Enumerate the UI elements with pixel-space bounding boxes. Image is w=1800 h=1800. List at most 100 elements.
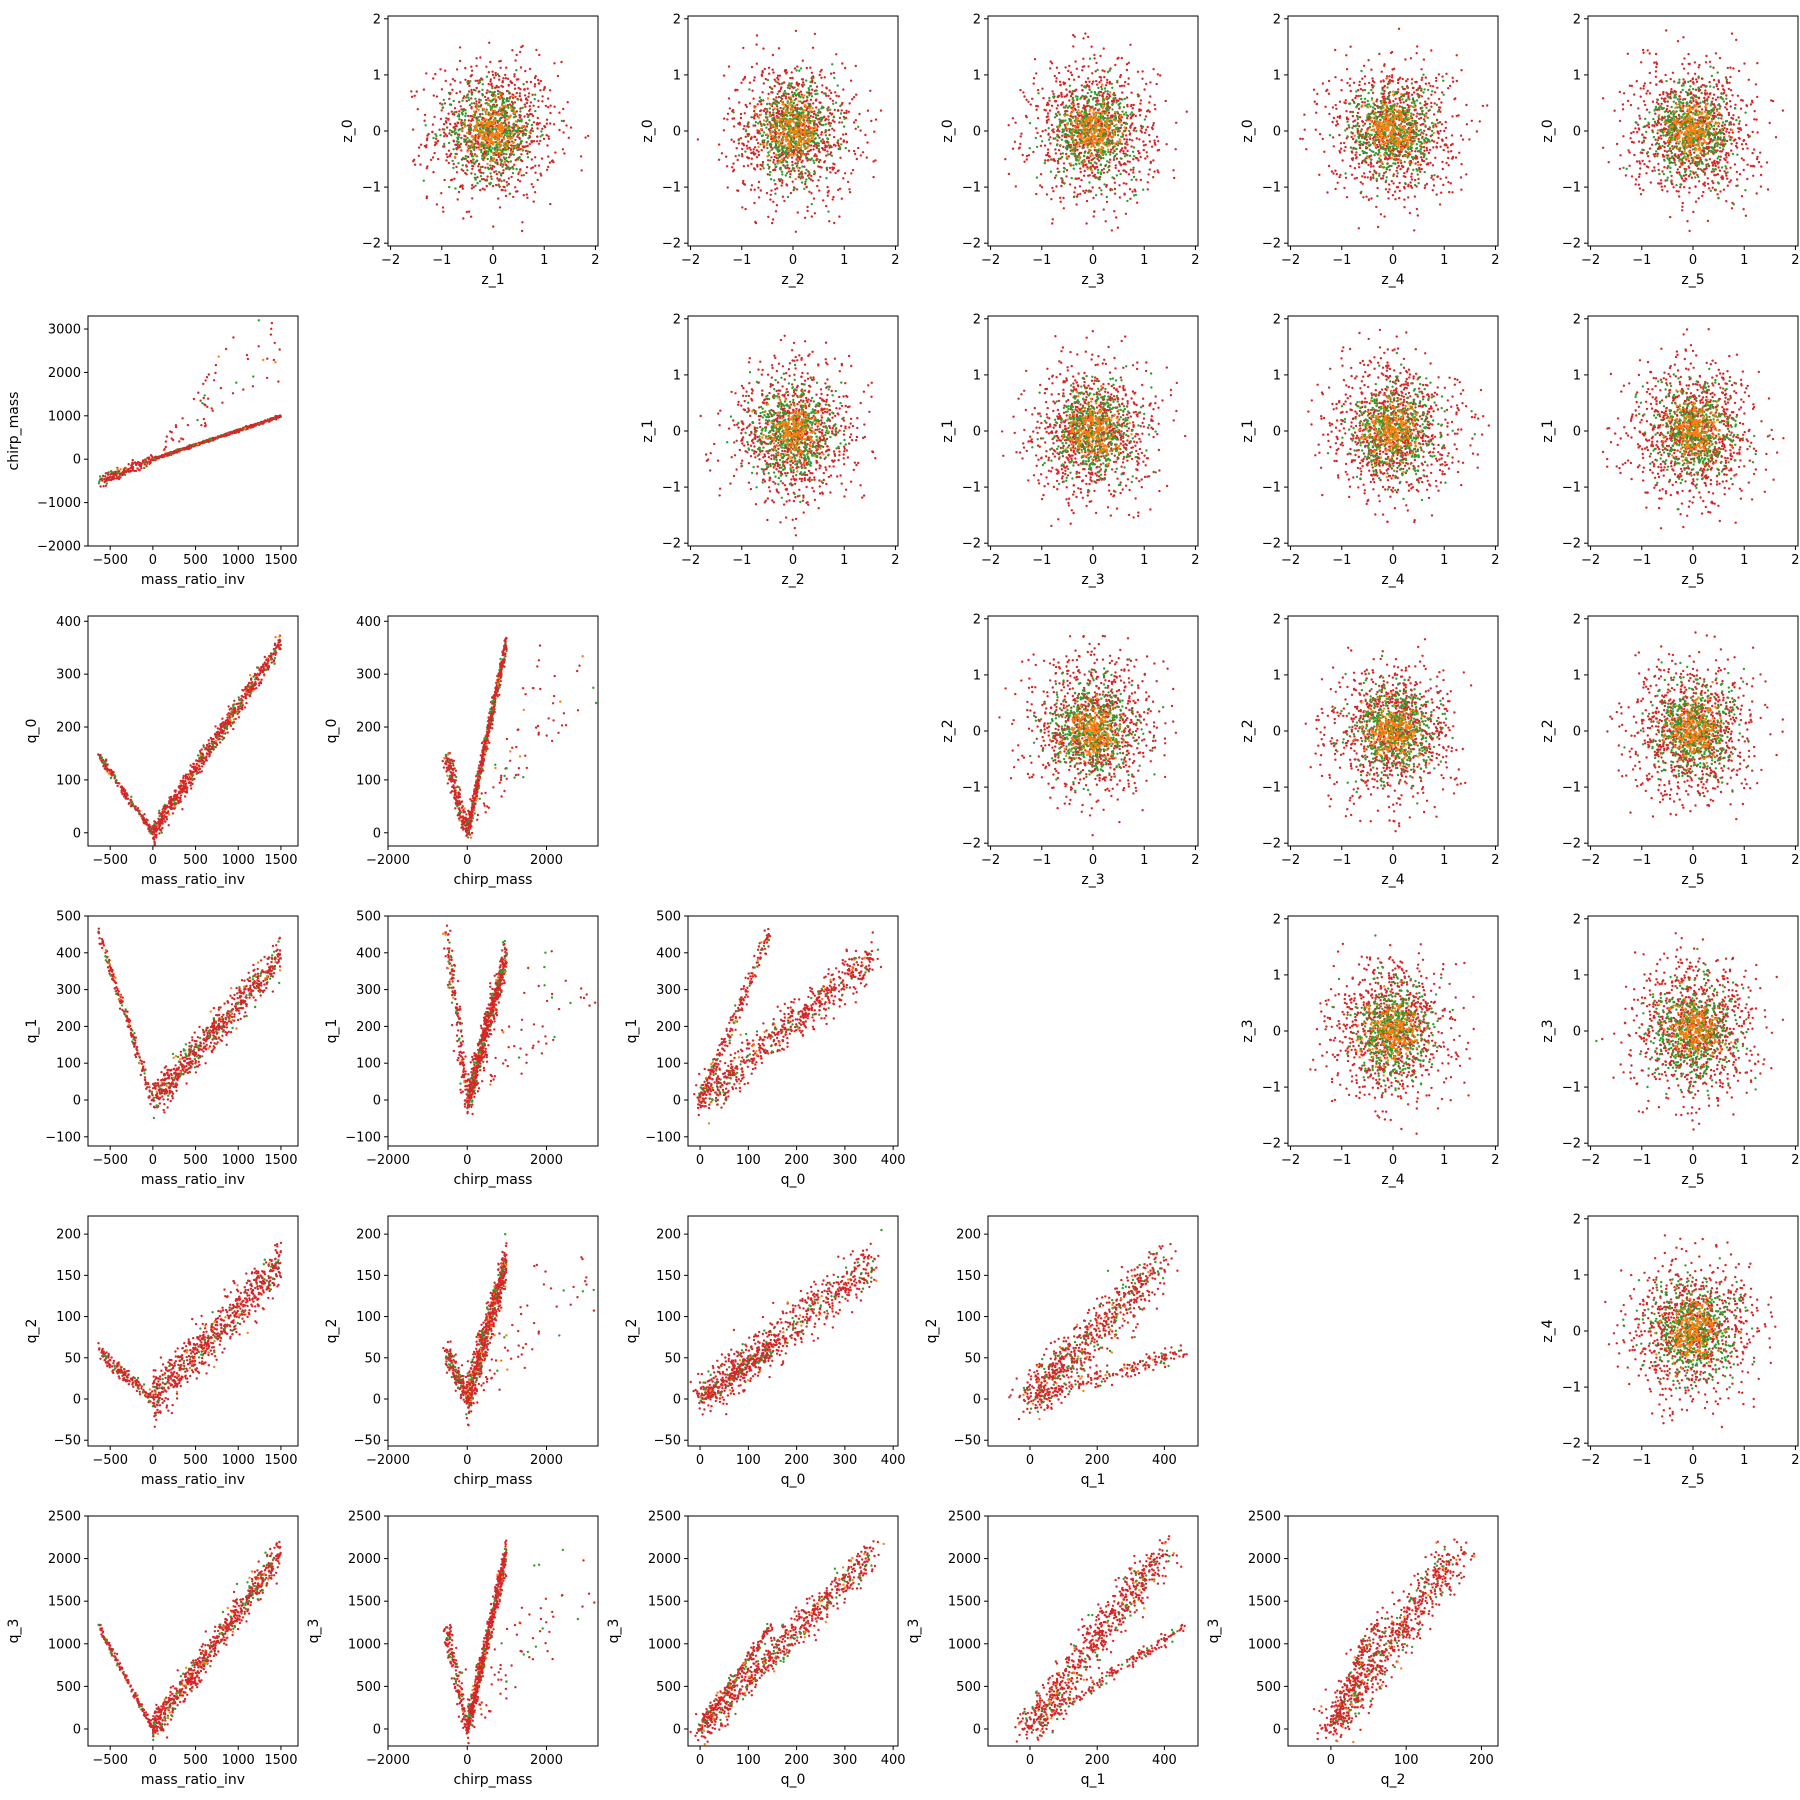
scatter-point	[1108, 97, 1110, 99]
scatter-point	[482, 188, 484, 190]
scatter-point	[1068, 105, 1070, 107]
scatter-point	[478, 109, 480, 111]
scatter-point	[781, 182, 783, 184]
scatter-point	[497, 114, 499, 116]
scatter-point	[752, 98, 754, 100]
scatter-point	[456, 143, 458, 145]
scatter-point	[447, 119, 449, 121]
scatter-point	[781, 83, 783, 85]
scatter-point	[478, 163, 480, 165]
scatter-point	[1047, 159, 1049, 161]
scatter-point	[1084, 110, 1086, 112]
scatter-point	[529, 113, 531, 115]
scatter-point	[832, 196, 834, 198]
scatter-point	[468, 85, 470, 87]
x-tick-label: −1	[732, 253, 751, 268]
scatter-point	[524, 106, 526, 108]
scatter-point	[489, 160, 491, 162]
scatter-point	[1113, 210, 1115, 212]
scatter-point	[494, 95, 496, 97]
scatter-point	[529, 143, 531, 145]
scatter-point	[445, 80, 447, 82]
scatter-point	[821, 124, 823, 126]
scatter-point	[858, 113, 860, 115]
scatter-point	[747, 157, 749, 159]
scatter-point	[789, 77, 791, 79]
scatter-point	[1348, 126, 1350, 128]
scatter-point	[460, 149, 462, 151]
scatter-point	[470, 129, 472, 131]
scatter-point	[496, 177, 498, 179]
scatter-point	[797, 143, 799, 145]
scatter-point	[432, 171, 434, 173]
panel-z_0-vs-z_4: −2 −1 0 1 2−2−1012z_4z_0	[1240, 12, 1500, 288]
scatter-point	[517, 144, 519, 146]
scatter-point	[855, 65, 857, 67]
scatter-point	[466, 160, 468, 162]
scatter-point	[1358, 166, 1360, 168]
scatter-point	[1091, 105, 1093, 107]
scatter-point	[783, 130, 785, 132]
scatter-point	[1109, 153, 1111, 155]
scatter-point	[1100, 189, 1102, 191]
scatter-point	[563, 152, 565, 154]
scatter-point	[740, 117, 742, 119]
scatter-point	[462, 170, 464, 172]
scatter-point	[827, 195, 829, 197]
scatter-point	[1340, 89, 1342, 91]
scatter-point	[760, 103, 762, 105]
scatter-point	[471, 184, 473, 186]
scatter-point	[512, 148, 514, 150]
scatter-point	[747, 135, 749, 137]
scatter-point	[500, 159, 502, 161]
scatter-point	[1076, 149, 1078, 151]
scatter-point	[1078, 112, 1080, 114]
scatter-point	[1071, 177, 1073, 179]
scatter-point	[533, 140, 535, 142]
scatter-point	[769, 133, 771, 135]
x-tick-label: 2	[891, 253, 899, 268]
scatter-point	[494, 126, 496, 128]
scatter-point	[1343, 187, 1345, 189]
scatter-point	[1147, 181, 1149, 183]
scatter-point	[519, 108, 521, 110]
scatter-point	[744, 208, 746, 210]
scatter-point	[1126, 63, 1128, 65]
scatter-point	[486, 185, 488, 187]
scatter-point	[472, 155, 474, 157]
scatter-point	[1078, 115, 1080, 117]
scatter-point	[458, 118, 460, 120]
scatter-point	[523, 129, 525, 131]
scatter-point	[1124, 81, 1126, 83]
scatter-point	[459, 146, 461, 148]
scatter-point	[486, 76, 488, 78]
scatter-point	[782, 126, 784, 128]
scatter-point	[1012, 117, 1014, 119]
scatter-point	[517, 132, 519, 134]
scatter-point	[1078, 120, 1080, 122]
scatter-point	[1101, 153, 1103, 155]
scatter-point	[1085, 113, 1087, 115]
scatter-point	[461, 100, 463, 102]
scatter-point	[1149, 111, 1151, 113]
scatter-point	[759, 168, 761, 170]
scatter-point	[1078, 141, 1080, 143]
scatter-point	[804, 104, 806, 106]
scatter-point	[1061, 103, 1063, 105]
scatter-point	[1075, 127, 1077, 129]
scatter-point	[796, 136, 798, 138]
scatter-point	[1092, 109, 1094, 111]
scatter-point	[762, 134, 764, 136]
scatter-point	[749, 147, 751, 149]
scatter-point	[818, 137, 820, 139]
scatter-point	[505, 141, 507, 143]
scatter-point	[799, 138, 801, 140]
scatter-point	[799, 116, 801, 118]
scatter-point	[1088, 86, 1090, 88]
scatter-point	[804, 133, 806, 135]
scatter-point	[1053, 158, 1055, 160]
scatter-point	[1116, 158, 1118, 160]
scatter-point	[441, 103, 443, 105]
scatter-point	[536, 135, 538, 137]
scatter-point	[786, 137, 788, 139]
